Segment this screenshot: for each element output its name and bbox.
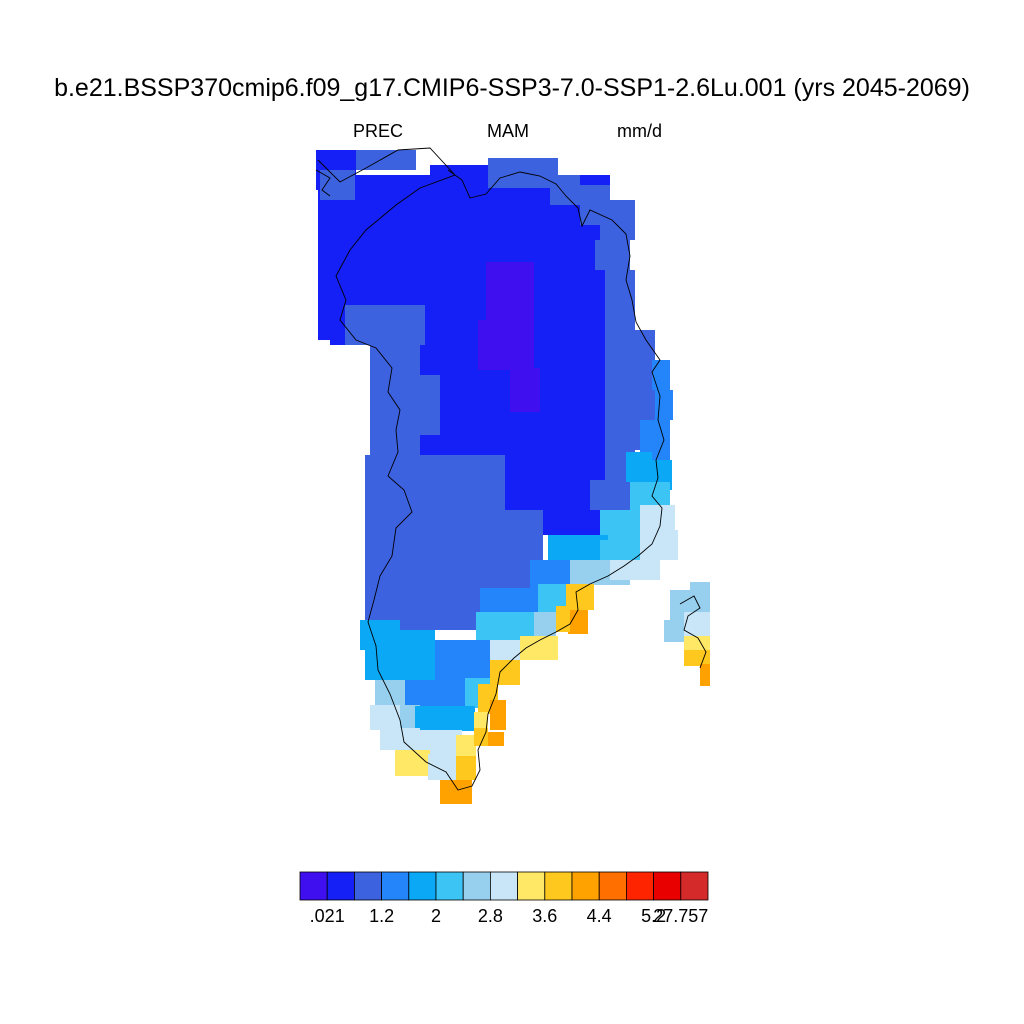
coast-cell — [415, 706, 475, 731]
colorbar-tick-label: .021 — [310, 906, 345, 926]
colorbar-tick-label: 2.8 — [478, 906, 503, 926]
coast-cell — [428, 754, 456, 780]
colorbar-box — [544, 871, 573, 901]
coast-cell — [435, 680, 465, 710]
coast-cell — [568, 610, 588, 634]
coast-cell — [395, 630, 435, 680]
coast-cell — [370, 705, 400, 730]
coast-cell — [465, 640, 490, 680]
margin-cell — [590, 480, 630, 510]
island-cell — [684, 650, 710, 666]
plot-title: b.e21.BSSP370cmip6.f09_g17.CMIP6-SSP3-7.… — [54, 74, 970, 102]
island-cell — [684, 636, 710, 654]
colorbar-box — [381, 871, 410, 901]
colorbar-ticks: .021 1.2 2 2.8 3.6 4.4 5.227.757 — [310, 906, 709, 926]
margin-cell — [370, 340, 420, 460]
colorbar-box — [489, 871, 518, 901]
coast-cell — [566, 584, 594, 610]
variable-label: PREC — [353, 121, 404, 141]
coast-cell — [380, 728, 420, 750]
coastline — [315, 147, 707, 791]
colorbar-box — [517, 871, 546, 901]
coast-cell — [476, 612, 536, 640]
margin-cell — [550, 175, 580, 205]
colorbar-tick-label: 3.6 — [532, 906, 557, 926]
colorbar-tick-label: 27.757 — [653, 906, 708, 926]
season-label: MAM — [487, 121, 529, 141]
coast-cell — [490, 700, 506, 730]
colorbar-box — [571, 871, 600, 901]
island-cell — [700, 664, 710, 686]
coast-cell — [534, 612, 556, 636]
coast-cell — [456, 756, 476, 780]
inland-peak-cell — [486, 262, 534, 322]
colorbar-box — [626, 871, 655, 901]
colorbar-box — [299, 871, 328, 901]
colorbar-tick-label: 1.2 — [369, 906, 394, 926]
island-coastline — [679, 595, 707, 669]
colorbar-tick-label: 4.4 — [587, 906, 612, 926]
coast-cell — [652, 360, 670, 390]
colorbar-box — [326, 871, 355, 901]
inland-peak-cell — [478, 320, 534, 370]
coast-cell — [474, 728, 488, 746]
colorbar-tick-label: 5.2 — [641, 906, 666, 926]
island-coastline-2 — [315, 169, 331, 197]
colorbar-tick-label: 2 — [431, 906, 441, 926]
colorbar-box — [435, 871, 464, 901]
coast-cell — [640, 530, 678, 560]
coast-cell — [460, 780, 472, 804]
island-cell — [664, 620, 684, 642]
map-cells — [316, 150, 710, 804]
margin-cell — [595, 240, 630, 270]
colorbar-box — [408, 871, 437, 901]
coast-cell — [610, 560, 660, 580]
coast-cell — [456, 735, 476, 760]
coastline-path — [317, 147, 665, 791]
colorbar-box — [680, 871, 709, 901]
colorbar-box — [353, 871, 382, 901]
colorbar-box — [462, 871, 491, 901]
colorbar-boxes — [299, 871, 709, 901]
coast-cell — [395, 750, 430, 776]
units-label: mm/d — [617, 121, 662, 141]
interior-cell — [430, 165, 490, 195]
coast-cell — [484, 732, 504, 746]
colorbar-box — [598, 871, 627, 901]
coast-cell — [490, 640, 520, 660]
margin-cell — [600, 200, 635, 240]
colorbar-box — [653, 871, 682, 901]
coast-cell — [626, 452, 652, 482]
coast-cell — [360, 620, 400, 650]
coast-cell — [490, 660, 520, 685]
margin-cell — [345, 305, 425, 345]
inland-peak-cell — [510, 368, 540, 412]
margin-cell — [420, 375, 440, 435]
